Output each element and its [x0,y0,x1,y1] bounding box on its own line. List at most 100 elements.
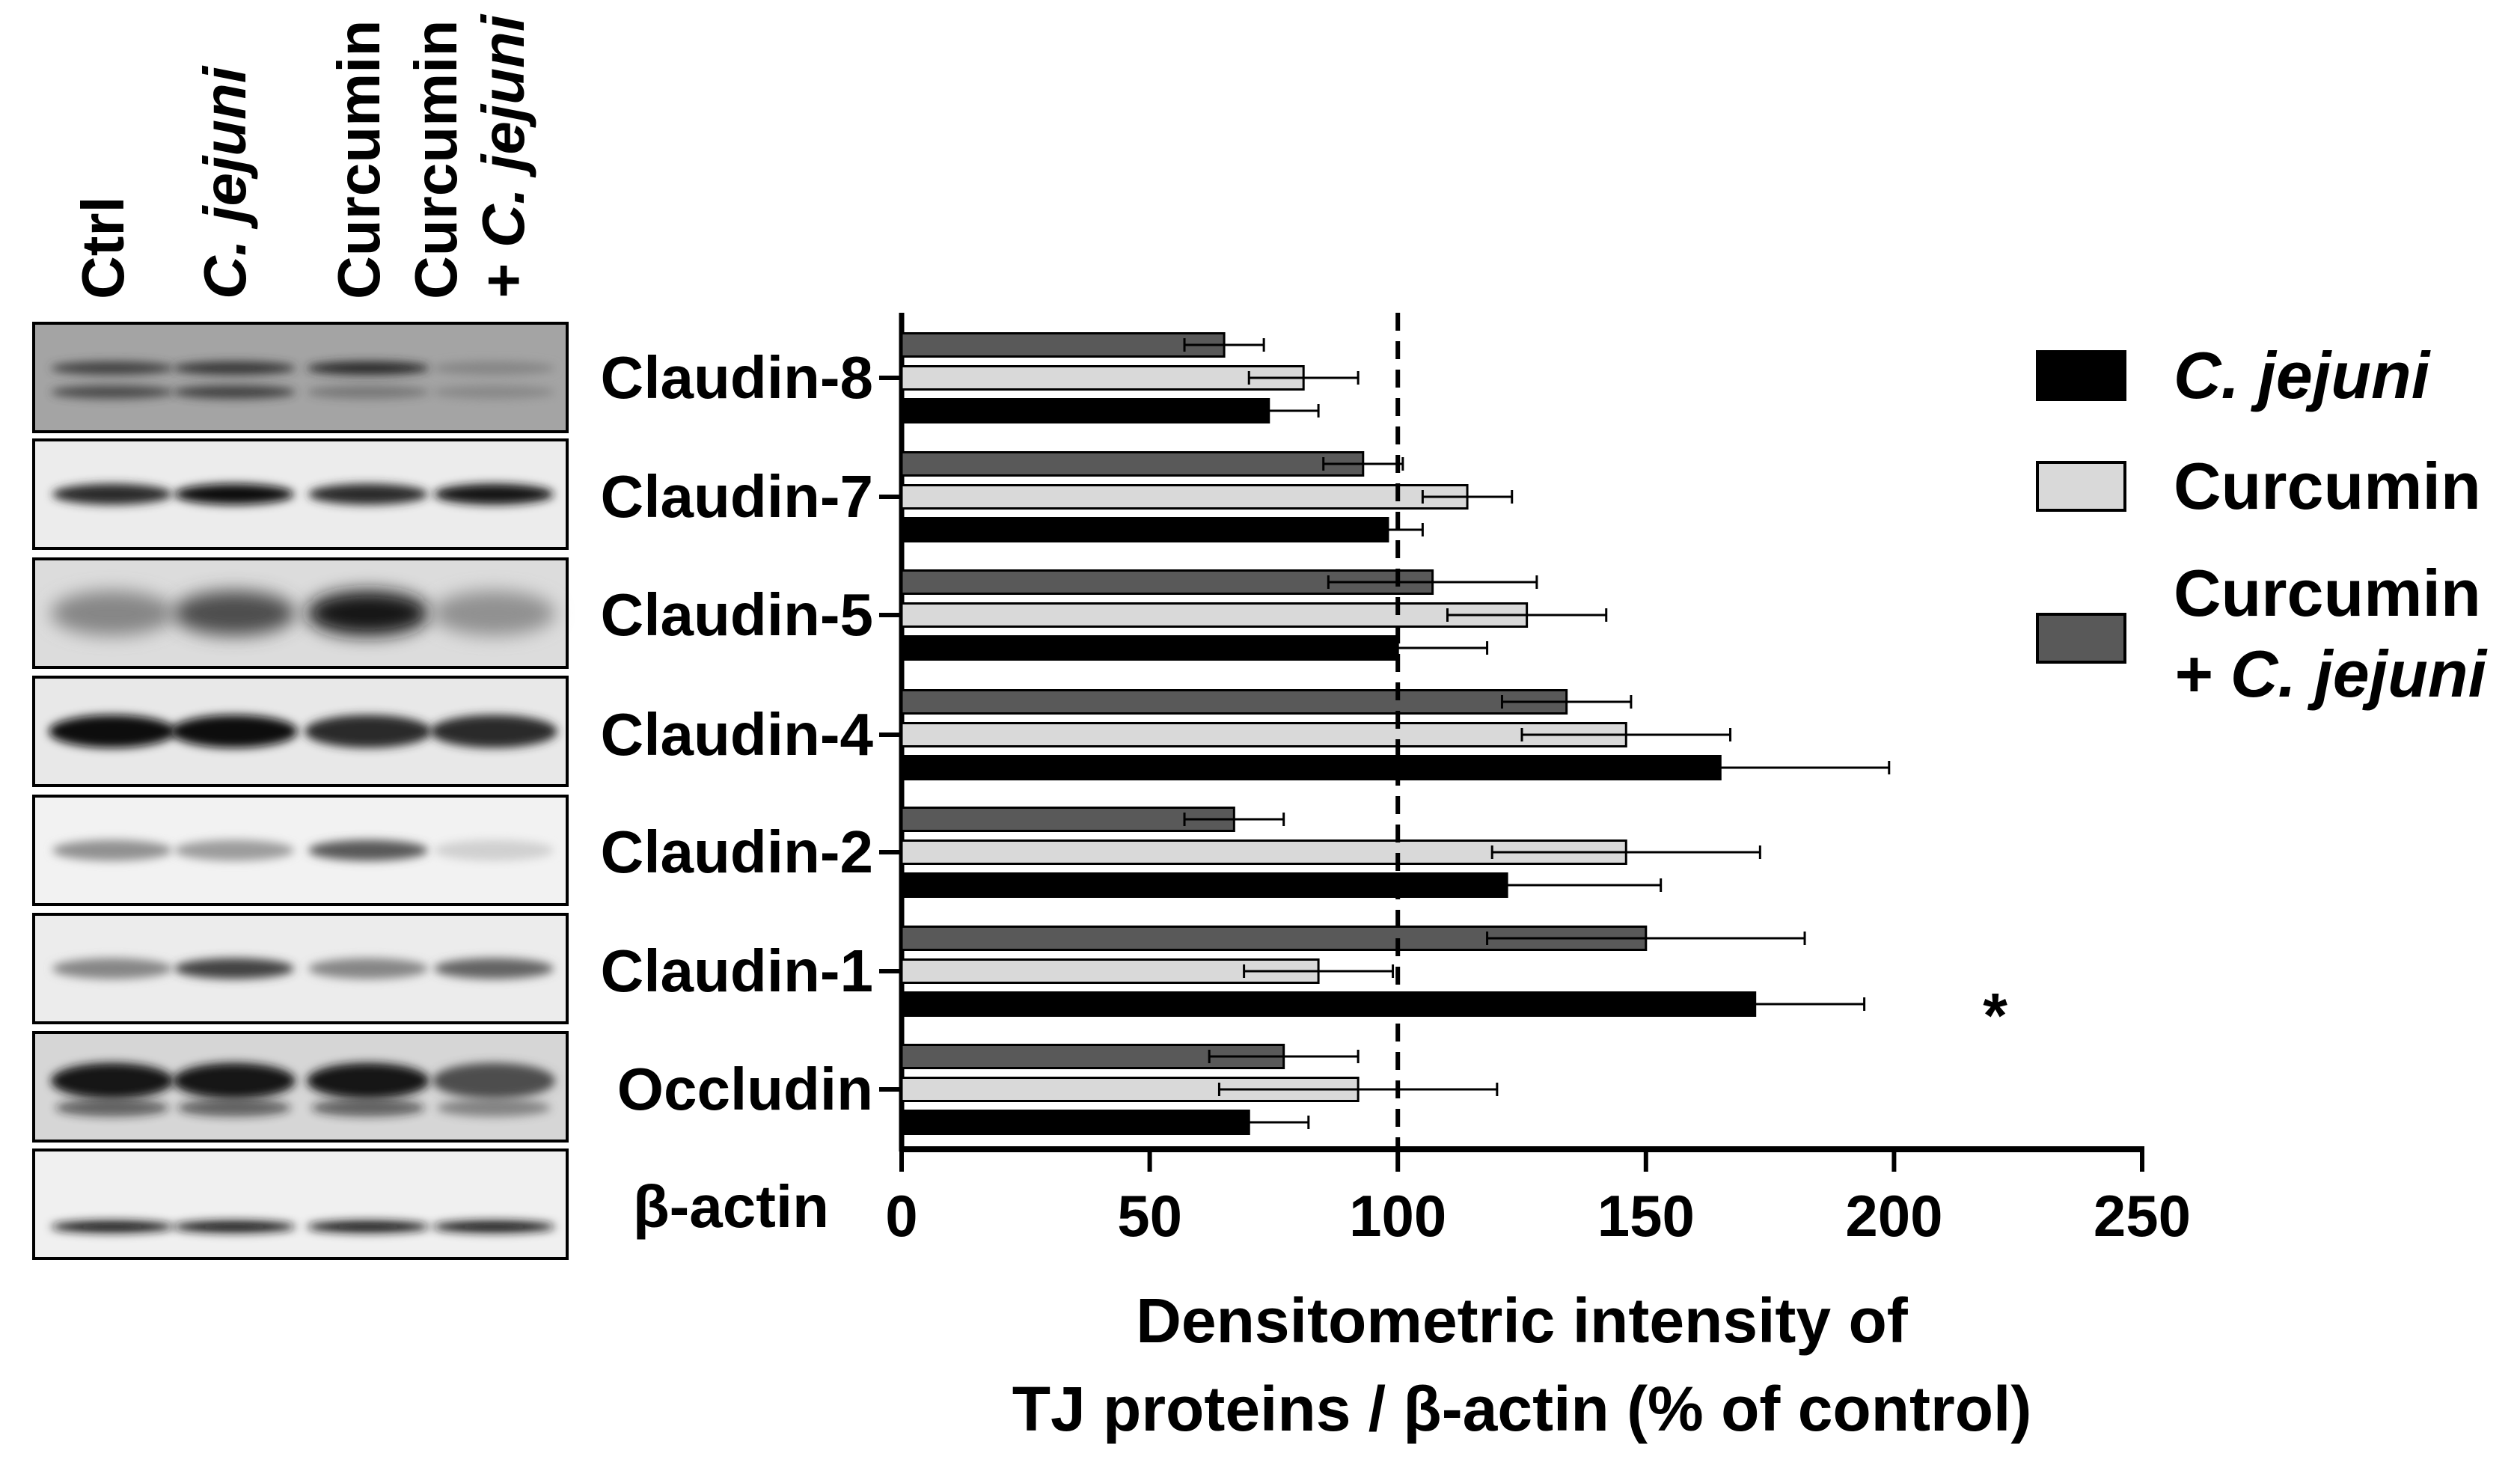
bar-claudin-4-series-2 [900,689,1568,715]
lane-label-3-line-2: + C. jejuni [470,13,536,299]
category-label-claudin-8: Claudin-8 [601,344,873,411]
band-beta-actin-lane-1 [173,1220,296,1233]
legend-label-series-1: Curcumin [2174,449,2481,523]
blot-panel-border [32,438,569,550]
x-tick-label: 100 [1349,1183,1446,1249]
legend-swatch-series-0 [2036,350,2126,401]
band-claudin-1-lane-0 [52,958,172,979]
band-beta-actin-lane-3 [432,1220,555,1233]
blot-panel-border [32,795,569,906]
blot-panel-border [32,1031,569,1143]
band-claudin-8-lane-0 [51,361,174,375]
band-claudin-4-lane-0 [49,715,176,748]
category-label-claudin-4: Claudin-4 [601,701,874,768]
band-beta-actin-lane-2 [307,1220,429,1233]
bar-chart: Claudin-8 Claudin-7 Claudin-5 Claudin-4 Clau… [601,313,2191,1444]
bar-claudin-2-series-2 [900,807,1235,832]
blot-panel-border [32,322,569,433]
significance-asterisk: * [1983,980,2007,1050]
bar-claudin-8-series-1 [900,365,1305,391]
blot-panel-beta-actin [32,1149,569,1260]
band-claudin-7-lane-1 [174,483,294,505]
bar-claudin-7-series-1 [900,484,1469,510]
legend-swatch-series-1 [2036,461,2126,512]
bar-claudin-7-series-2 [900,451,1365,477]
category-label-claudin-7: Claudin-7 [601,463,873,530]
band-claudin-2-lane-1 [174,839,294,861]
band-claudin-4-lane-1 [171,715,298,748]
band-claudin-1-lane-2 [308,958,428,979]
blot-panel-occludin [32,1031,569,1143]
band-occludin-lane-0 [51,1062,174,1099]
band-occludin-lane-0-smear [55,1098,169,1117]
blot-panel-claudin-2 [32,795,569,906]
band-occludin-lane-3-smear [437,1098,551,1117]
band-claudin-2-lane-2 [308,839,428,861]
band-claudin-5-lane-3 [432,590,555,636]
x-tick-label: 200 [1845,1183,1942,1249]
band-claudin-5-lane-2 [307,590,429,636]
blot-panel-claudin-8 [32,322,569,433]
x-tick-label: 50 [1117,1183,1182,1249]
band-claudin-4-lane-2 [305,715,432,748]
blot-panel-background [34,1150,567,1258]
category-label-beta-actin: β-actin [633,1173,829,1240]
band-claudin-2-lane-0 [52,839,172,861]
lane-label-2: Curcumin [325,20,392,299]
blot-panel-claudin-1 [32,913,569,1024]
band-occludin-lane-3 [432,1062,555,1099]
blot-panel-claudin-5 [32,557,569,669]
lane-label-3: Curcumin [403,20,469,299]
category-label-claudin-5: Claudin-5 [601,581,873,648]
band-claudin-1-lane-3 [434,958,554,979]
bar-claudin-1-series-0 [900,991,1757,1017]
bar-claudin-4-series-1 [900,722,1627,747]
band-claudin-5-lane-1 [173,590,296,636]
band-claudin-7-lane-2 [308,483,428,505]
band-claudin-5-lane-0 [51,590,174,636]
bar-claudin-8-series-0 [900,398,1270,423]
band-claudin-4-lane-3 [430,715,557,748]
band-occludin-lane-2-smear [311,1098,425,1117]
band-claudin-7-lane-0 [52,483,172,505]
x-axis-title-line-1: Densitometric intensity of [1136,1285,1909,1356]
lane-label-0: Ctrl [70,196,136,299]
legend-label-series-2-line-2: + C. jejuni [2174,637,2488,711]
band-claudin-8-lane-2 [307,361,429,375]
band-beta-actin-lane-0 [51,1220,174,1233]
band-claudin-8-lane-2-lower [307,385,429,399]
blot-panel-claudin-7 [32,438,569,550]
blot-panel-border [32,676,569,787]
band-claudin-8-lane-3 [432,361,555,375]
band-claudin-8-lane-3-lower [432,385,555,399]
legend-label-series-2: Curcumin [2174,556,2481,630]
x-tick-label: 250 [2094,1183,2191,1249]
band-claudin-8-lane-0-lower [51,385,174,399]
band-claudin-8-lane-1-lower [173,385,296,399]
band-claudin-8-lane-1 [173,361,296,375]
western-blot: Ctrl C. jejuni Curcumin Curcumin + C. jejuni [32,13,569,1260]
band-claudin-1-lane-1 [174,958,294,979]
category-label-claudin-2: Claudin-2 [601,819,873,885]
x-tick-label: 150 [1597,1183,1695,1249]
x-axis-title-line-2: TJ proteins / β-actin (% of control) [1012,1374,2032,1444]
blot-panel-border [32,1149,569,1260]
band-occludin-lane-1-smear [177,1098,291,1117]
category-label-occludin: Occludin [617,1056,873,1122]
bar-claudin-7-series-0 [900,517,1389,542]
category-label-claudin-1: Claudin-1 [601,938,873,1004]
band-claudin-7-lane-3 [434,483,554,505]
blot-panel-background [34,323,567,432]
legend-label-series-0: C. jejuni [2174,338,2431,412]
lane-label-1: C. jejuni [192,65,258,299]
bar-claudin-8-series-2 [900,332,1226,358]
bar-claudin-5-series-1 [900,602,1529,628]
blot-panel-claudin-4 [32,676,569,787]
blot-panel-border [32,913,569,1024]
x-tick-label: 0 [885,1183,917,1249]
band-occludin-lane-2 [307,1062,429,1099]
legend-swatch-series-2 [2036,613,2126,664]
band-claudin-2-lane-3 [434,839,554,861]
